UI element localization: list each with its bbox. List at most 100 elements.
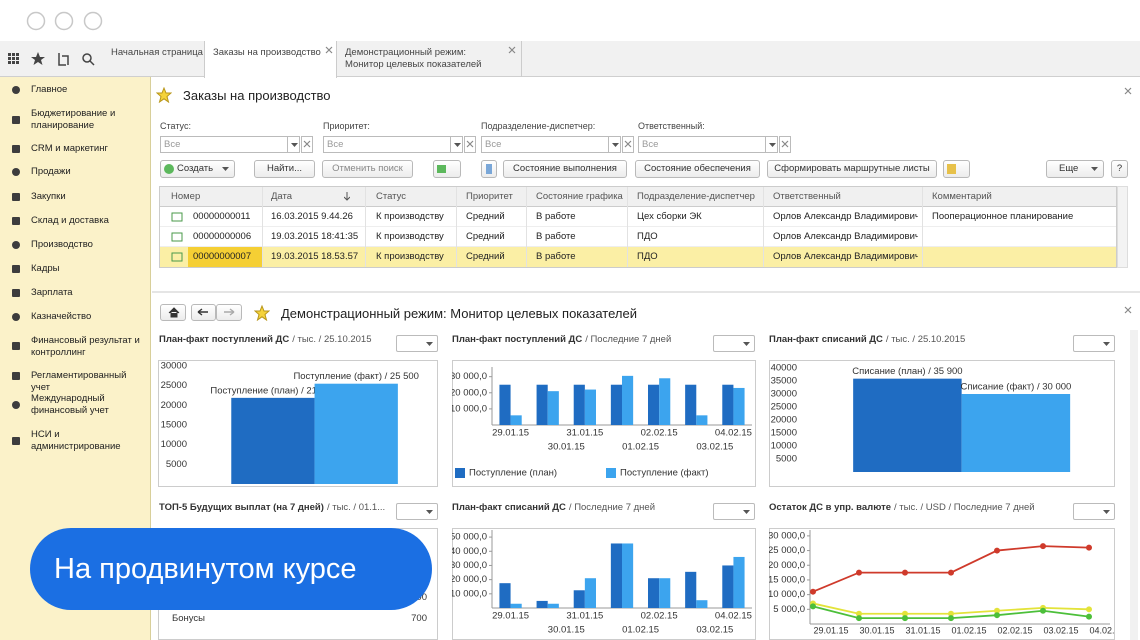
filter-input[interactable]: Все [638, 136, 766, 153]
chart-period-select[interactable] [396, 503, 438, 520]
filter-clear[interactable] [464, 136, 476, 153]
window-control[interactable] [54, 11, 74, 31]
sidebar-item[interactable]: Главное [31, 84, 68, 95]
close-button[interactable] [1124, 306, 1132, 314]
column-header[interactable]: Статус [376, 191, 407, 202]
sidebar-item[interactable]: CRM и маркетинг [31, 143, 108, 154]
sidebar-item[interactable]: Международный финансовый учет [31, 393, 109, 416]
x-tick-label: 04.02.15 [715, 428, 752, 439]
filter-drop[interactable] [288, 136, 300, 153]
button[interactable]: Отменить поиск [322, 160, 413, 178]
column-header[interactable]: Приоритет [466, 191, 513, 202]
icon-shape [437, 165, 446, 173]
row[interactable] [160, 207, 1116, 227]
sidebar-item[interactable]: Кадры [31, 263, 60, 274]
sidebar-item[interactable]: Казначейство [31, 311, 92, 322]
filter-input[interactable]: Все [323, 136, 451, 153]
column-header[interactable]: Ответственный [773, 191, 841, 202]
filter-input[interactable]: Все [481, 136, 609, 153]
button[interactable]: Найти... [254, 160, 315, 178]
chart-period-select[interactable] [713, 335, 755, 352]
line-point [810, 603, 816, 610]
cross [325, 46, 333, 54]
course-badge[interactable]: На продвинутом курсе [30, 528, 432, 610]
column-header[interactable]: Дата [271, 191, 293, 202]
close-button[interactable] [508, 46, 516, 54]
tab[interactable]: Заказы на производство [204, 41, 337, 78]
legend-swatch [606, 468, 616, 478]
x-tick-label: 29.01.15 [492, 428, 529, 439]
filter-input[interactable]: Все [160, 136, 288, 153]
scrollbar [1117, 186, 1128, 268]
panel-title: Заказы на производство [183, 88, 331, 103]
chart-subtitle: / тыс. / 25.10.2015 [292, 334, 372, 345]
close-button[interactable] [325, 46, 333, 54]
chart-period-select[interactable] [1073, 335, 1115, 352]
icon-shape [12, 241, 20, 249]
chart-period-select[interactable] [713, 503, 755, 520]
filter-clear[interactable] [779, 136, 791, 153]
sidebar-item[interactable]: Закупки [31, 191, 66, 202]
filter-clear[interactable] [622, 136, 634, 153]
table [159, 186, 1117, 268]
button[interactable]: Создать [160, 160, 235, 178]
sidebar-item[interactable]: Зарплата [31, 287, 73, 298]
button[interactable]: Еще [1046, 160, 1104, 178]
sidebar-item[interactable]: Регламентированный учет [31, 370, 127, 393]
window-control[interactable] [26, 11, 46, 31]
x-tick-label: 04.02.15 [1089, 625, 1115, 635]
button[interactable]: Сформировать маршрутные листы [767, 160, 937, 178]
dropdown-arrow [743, 342, 750, 346]
chart-period-select[interactable] [396, 335, 438, 352]
sidebar-item[interactable]: Склад и доставка [31, 215, 109, 226]
tab[interactable]: Демонстрационный режим: Монитор целевых … [337, 41, 522, 77]
nav-button[interactable] [160, 304, 186, 321]
icon-dot [8, 53, 11, 56]
filter-clear[interactable] [301, 136, 313, 153]
row[interactable] [160, 227, 1116, 247]
column-header[interactable]: Номер [171, 191, 201, 202]
filter-drop[interactable] [766, 136, 778, 153]
y-tick-label: 30 000,0 [452, 371, 487, 382]
filter-drop[interactable] [609, 136, 621, 153]
column-header[interactable]: Подразделение-диспетчер [637, 191, 755, 202]
chart-period-select[interactable] [1073, 503, 1115, 520]
sidebar-item[interactable]: Производство [31, 239, 93, 250]
cell: В работе [536, 251, 576, 262]
block-header: ТОП-5 Будущих выплат (на 7 дней) / тыс. /… [159, 502, 388, 513]
column-border [627, 187, 628, 267]
icon-shape [171, 232, 183, 242]
button[interactable]: Состояние обеспечения [635, 160, 760, 178]
splitter[interactable] [152, 291, 1140, 293]
button[interactable]: Состояние выполнения [503, 160, 627, 178]
bar [510, 603, 522, 608]
close-button [781, 140, 789, 148]
button[interactable]: ? [1111, 160, 1128, 178]
filter-drop[interactable] [451, 136, 463, 153]
tab[interactable]: Начальная страница [103, 41, 204, 77]
favorite-star[interactable] [254, 305, 270, 321]
row-selected[interactable] [160, 247, 1116, 267]
y-tick-label: 50 000,0 [452, 532, 487, 543]
favorite-star[interactable] [156, 87, 172, 103]
cell: Пооперационное планирование [932, 211, 1074, 222]
sidebar-item[interactable]: Финансовый результат и контроллинг [31, 335, 140, 358]
tab-label: Заказы на производство [213, 47, 321, 58]
chart-header: План-факт поступлений ДС / тыс. / 25.10.2… [159, 334, 388, 345]
window-control[interactable] [83, 11, 103, 31]
line-point [856, 615, 862, 622]
x-tick-label: 01.02.15 [951, 625, 986, 635]
icon-dot [12, 57, 15, 60]
column-header[interactable]: Комментарий [932, 191, 992, 202]
table-header [160, 187, 1116, 207]
close-button[interactable] [1124, 87, 1132, 95]
column-header[interactable]: Состояние графика [536, 191, 623, 202]
arrow-shape [769, 143, 776, 147]
icon-button[interactable] [433, 160, 461, 178]
block-subtitle: / тыс. / 01.1... [326, 502, 386, 513]
sidebar-item[interactable]: Продажи [31, 166, 71, 177]
arrow-shape [743, 510, 750, 514]
sidebar-item[interactable]: Бюджетирование и планирование [31, 108, 116, 131]
sidebar-item[interactable]: НСИ и администрирование [31, 429, 121, 452]
chart-header: Остаток ДС в упр. валюте / тыс. / USD / П… [769, 502, 1065, 513]
